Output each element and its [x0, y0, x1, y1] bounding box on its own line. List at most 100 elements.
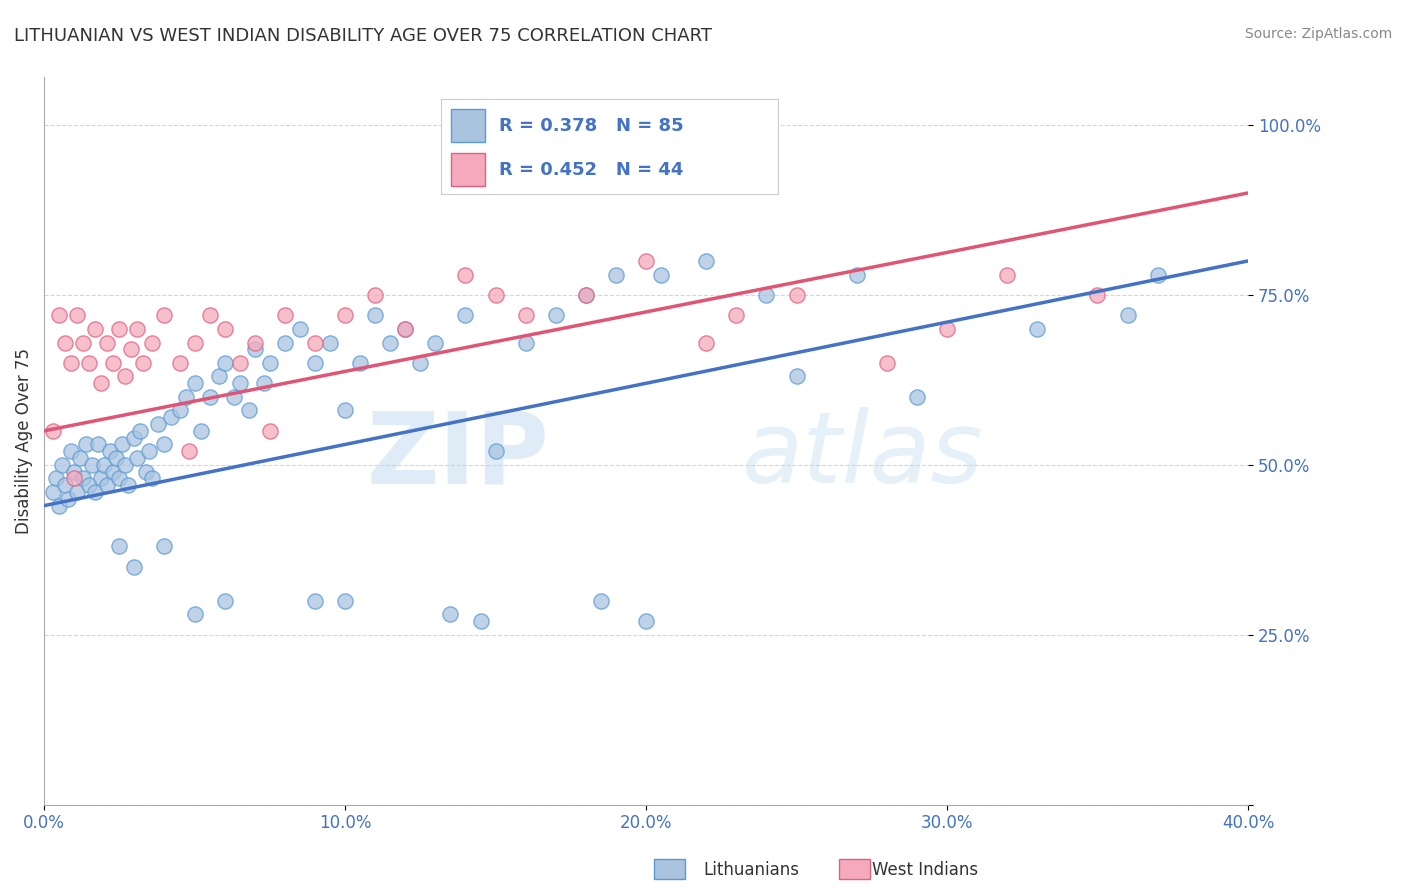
Text: Source: ZipAtlas.com: Source: ZipAtlas.com: [1244, 27, 1392, 41]
Point: [333, 403, 356, 417]
Point: [695, 335, 717, 350]
Point: [132, 356, 155, 370]
Point: [650, 268, 672, 282]
Point: [96, 335, 118, 350]
Point: [183, 376, 205, 391]
Point: [84, 485, 107, 500]
Point: [53, 335, 76, 350]
Point: [72, 471, 94, 485]
Point: [48, 499, 70, 513]
Point: [63, 471, 86, 485]
Point: [111, 437, 134, 451]
Point: [484, 288, 506, 302]
Point: [605, 268, 627, 282]
Point: [238, 403, 260, 417]
Point: [114, 458, 136, 472]
Point: [454, 268, 477, 282]
Point: [634, 254, 657, 268]
Point: [304, 594, 326, 608]
Point: [42, 485, 65, 500]
Point: [634, 614, 657, 628]
Point: [394, 322, 416, 336]
Point: [124, 431, 146, 445]
Text: ZIP: ZIP: [367, 407, 550, 504]
Point: [169, 403, 191, 417]
Point: [198, 390, 221, 404]
Point: [141, 471, 163, 485]
Point: [63, 465, 86, 479]
Point: [425, 335, 447, 350]
Point: [53, 478, 76, 492]
Point: [66, 485, 89, 500]
Point: [995, 268, 1018, 282]
Point: [214, 356, 236, 370]
Point: [333, 594, 356, 608]
Point: [198, 308, 221, 322]
Point: [177, 444, 200, 458]
Point: [141, 335, 163, 350]
Point: [349, 356, 371, 370]
Point: [56, 491, 79, 506]
Point: [319, 335, 342, 350]
Point: [153, 437, 176, 451]
Point: [82, 458, 104, 472]
Point: [515, 308, 537, 322]
Point: [439, 607, 461, 622]
Point: [786, 288, 808, 302]
Point: [380, 335, 402, 350]
Point: [1116, 308, 1139, 322]
Point: [69, 451, 91, 466]
Point: [105, 451, 128, 466]
Text: Lithuanians: Lithuanians: [703, 861, 799, 879]
Point: [77, 356, 100, 370]
Point: [117, 478, 139, 492]
Point: [60, 444, 83, 458]
Point: [51, 458, 73, 472]
Point: [124, 559, 146, 574]
Point: [190, 424, 212, 438]
Point: [42, 424, 65, 438]
Point: [72, 335, 94, 350]
Point: [725, 308, 748, 322]
Point: [108, 322, 131, 336]
Point: [259, 356, 281, 370]
Point: [75, 437, 97, 451]
Text: LITHUANIAN VS WEST INDIAN DISABILITY AGE OVER 75 CORRELATION CHART: LITHUANIAN VS WEST INDIAN DISABILITY AGE…: [14, 27, 711, 45]
Point: [87, 437, 110, 451]
Text: West Indians: West Indians: [872, 861, 977, 879]
Point: [208, 369, 231, 384]
Point: [138, 444, 160, 458]
Point: [48, 308, 70, 322]
Point: [484, 444, 506, 458]
Point: [135, 465, 157, 479]
Point: [259, 424, 281, 438]
Point: [120, 343, 142, 357]
Point: [127, 451, 149, 466]
Point: [364, 308, 387, 322]
Point: [394, 322, 416, 336]
Point: [575, 288, 598, 302]
Point: [222, 390, 245, 404]
Point: [876, 356, 898, 370]
Point: [470, 614, 492, 628]
Point: [153, 308, 176, 322]
Point: [243, 335, 266, 350]
Point: [159, 410, 181, 425]
Point: [66, 308, 89, 322]
Point: [786, 369, 808, 384]
Point: [575, 288, 598, 302]
Point: [253, 376, 276, 391]
Point: [364, 288, 387, 302]
Text: atlas: atlas: [742, 407, 984, 504]
Point: [183, 335, 205, 350]
Point: [214, 322, 236, 336]
Point: [274, 335, 297, 350]
Point: [845, 268, 868, 282]
Point: [589, 594, 612, 608]
Point: [90, 376, 112, 391]
Y-axis label: Disability Age Over 75: Disability Age Over 75: [15, 348, 32, 534]
Point: [153, 540, 176, 554]
Point: [274, 308, 297, 322]
Point: [148, 417, 170, 431]
Point: [108, 540, 131, 554]
